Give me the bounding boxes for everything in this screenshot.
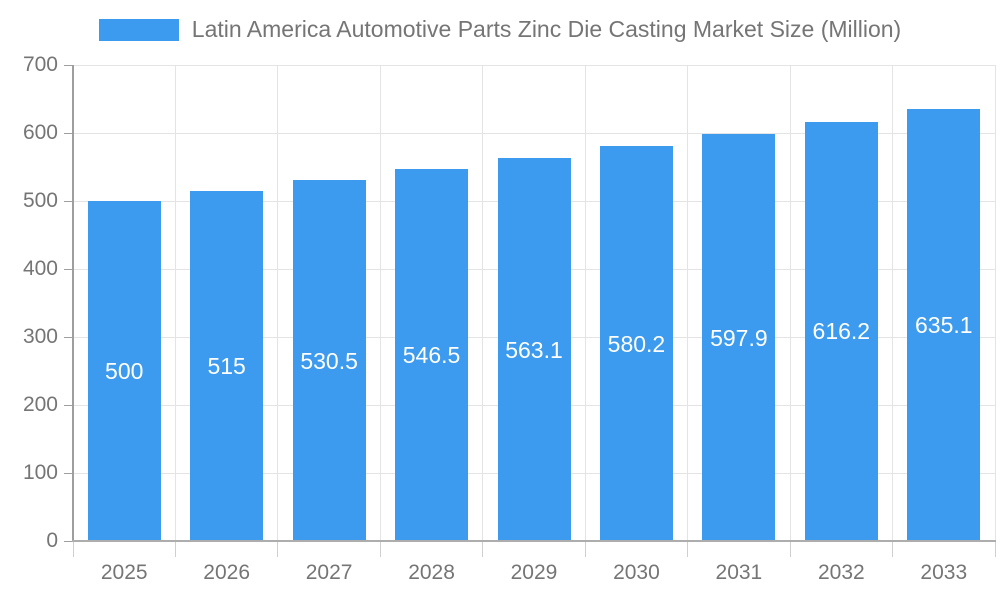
y-axis-tick: [64, 132, 73, 134]
y-axis-line: [72, 65, 74, 541]
y-axis-tick: [64, 472, 73, 474]
gridline-vertical: [277, 65, 279, 541]
x-axis-label: 2027: [305, 561, 353, 584]
x-axis-tick: [584, 541, 586, 557]
x-axis-tick: [789, 541, 791, 557]
y-axis-tick: [64, 64, 73, 66]
x-axis-label: 2031: [715, 561, 763, 584]
x-axis-label: 2033: [920, 561, 968, 584]
bar-2028: [395, 169, 469, 541]
plot-area: 0 100 200 300 400 500 600 700 500 2025 515 2026 530.…: [23, 53, 996, 584]
x-axis-tick: [379, 541, 381, 557]
bar-2030: [599, 146, 673, 541]
gridline-horizontal: [73, 132, 995, 134]
y-axis-label: 500: [22, 189, 58, 212]
bar-value-label: 616.2: [812, 318, 871, 345]
y-axis-tick: [64, 336, 73, 338]
x-axis-tick: [72, 541, 74, 557]
y-axis-tick: [64, 540, 73, 542]
bar-value-label: 635.1: [914, 312, 973, 339]
x-axis-tick: [994, 541, 996, 557]
x-axis-tick: [687, 541, 689, 557]
bar-2029: [497, 158, 571, 541]
gridline-vertical: [994, 65, 996, 541]
x-axis-tick: [892, 541, 894, 557]
y-axis-tick: [64, 268, 73, 270]
bar-value-label: 546.5: [402, 342, 461, 369]
gridline-vertical: [379, 65, 381, 541]
y-axis-label: 300: [22, 325, 58, 348]
bar-2025: [87, 201, 161, 541]
x-axis-label: 2025: [100, 561, 148, 584]
legend: Latin America Automotive Parts Zinc Die …: [0, 16, 1000, 43]
x-axis-label: 2032: [817, 561, 865, 584]
gridline-vertical: [789, 65, 791, 541]
x-axis-label: 2028: [408, 561, 455, 584]
bar-2032: [804, 121, 878, 541]
x-axis-tick: [174, 541, 176, 557]
gridline-vertical: [892, 65, 894, 541]
x-axis-label: 2030: [613, 561, 660, 584]
gridline-vertical: [482, 65, 484, 541]
gridline-vertical: [584, 65, 586, 541]
gridline-horizontal: [73, 64, 995, 66]
bar-value-label: 530.5: [300, 347, 358, 374]
gridline-vertical: [174, 65, 176, 541]
gridline-vertical: [687, 65, 689, 541]
legend-swatch[interactable]: [98, 18, 179, 41]
y-axis-tick: [64, 404, 73, 406]
bar-value-label: 515: [207, 352, 246, 379]
bar-2027: [292, 180, 366, 541]
bar-2026: [190, 190, 264, 541]
x-axis-label: 2029: [510, 561, 558, 584]
x-axis-label: 2026: [203, 561, 251, 584]
y-axis-label: 400: [22, 257, 58, 280]
bar-2033: [907, 109, 981, 541]
bar-2031: [702, 134, 776, 541]
y-axis-label: 600: [22, 121, 58, 144]
y-axis-tick: [64, 200, 73, 202]
x-axis-tick: [482, 541, 484, 557]
legend-label[interactable]: Latin America Automotive Parts Zinc Die …: [191, 16, 902, 42]
y-axis-label: 0: [46, 529, 58, 552]
x-axis-line: [72, 540, 996, 542]
x-axis-tick: [277, 541, 279, 557]
bar-value-label: 563.1: [505, 336, 563, 363]
y-axis-label: 200: [22, 393, 58, 416]
y-axis-label: 700: [22, 53, 58, 76]
bar-value-label: 580.2: [607, 330, 666, 357]
bar-value-label: 597.9: [710, 324, 768, 351]
y-axis-label: 100: [22, 461, 58, 484]
bar-value-label: 500: [105, 358, 144, 384]
